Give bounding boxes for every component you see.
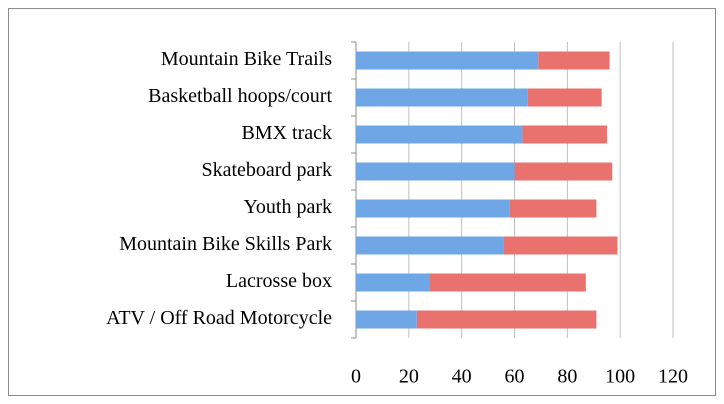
x-tick-label: 0	[351, 366, 361, 388]
y-tick-label: Lacrosse box	[226, 270, 332, 292]
x-tick-label: 80	[557, 366, 577, 388]
bar-segment	[356, 236, 504, 255]
x-tick-label: 60	[505, 366, 525, 388]
bar-segment	[356, 125, 523, 144]
bar-segment	[429, 273, 586, 292]
bar-segment	[356, 88, 528, 107]
bar-segment	[356, 51, 539, 70]
bar-segment	[503, 236, 618, 255]
y-tick-label: BMX track	[241, 122, 332, 144]
bar-segment	[416, 310, 597, 329]
y-tick-label: Mountain Bike Skills Park	[119, 233, 332, 255]
bar-segment	[538, 51, 610, 70]
bar-segment	[527, 88, 602, 107]
bar-segment	[356, 273, 430, 292]
bar-segment	[522, 125, 607, 144]
y-tick-label: Youth park	[243, 196, 332, 218]
x-tick-label: 20	[399, 366, 419, 388]
x-tick-label: 100	[605, 366, 635, 388]
y-tick-label: ATV / Off Road Motorcycle	[106, 307, 332, 329]
y-tick-label: Skateboard park	[201, 159, 332, 181]
bar-segment	[356, 162, 515, 181]
y-tick-label: Basketball hoops/court	[148, 85, 332, 107]
x-tick-label: 120	[658, 366, 688, 388]
bar-segment	[356, 310, 417, 329]
bar-segment	[514, 162, 613, 181]
bar-segment	[356, 199, 510, 218]
y-tick-label: Mountain Bike Trails	[161, 48, 332, 70]
bar-segment	[509, 199, 597, 218]
x-tick-label: 40	[452, 366, 472, 388]
